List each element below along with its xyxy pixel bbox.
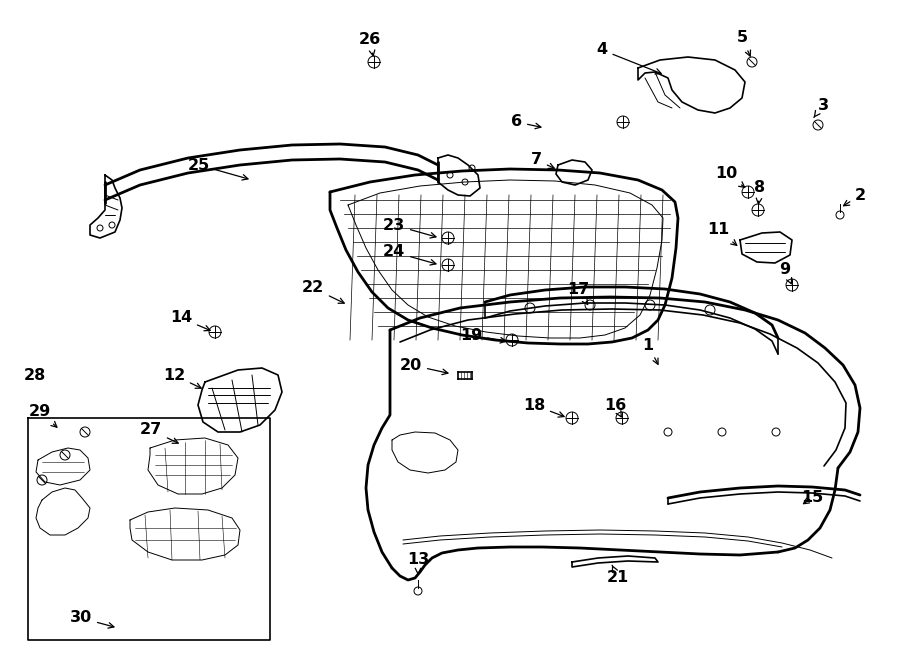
Text: 3: 3 [814, 97, 829, 118]
Text: 25: 25 [188, 158, 248, 180]
Text: 27: 27 [140, 422, 178, 444]
Text: 13: 13 [407, 553, 429, 574]
Text: 22: 22 [302, 281, 344, 303]
Text: 28: 28 [24, 367, 46, 383]
Text: 11: 11 [706, 222, 737, 246]
Text: 15: 15 [801, 491, 824, 506]
Text: 10: 10 [715, 166, 744, 187]
Text: 4: 4 [597, 42, 662, 74]
Text: 1: 1 [643, 338, 658, 364]
Text: 20: 20 [400, 357, 448, 375]
Text: 18: 18 [523, 397, 564, 417]
Text: 19: 19 [460, 328, 506, 343]
Text: 23: 23 [382, 218, 436, 238]
Text: 8: 8 [754, 181, 766, 204]
Text: 5: 5 [736, 30, 751, 56]
Text: 14: 14 [170, 310, 211, 331]
Text: 29: 29 [29, 404, 57, 427]
Text: 26: 26 [359, 32, 381, 56]
Text: 7: 7 [531, 152, 554, 168]
Text: 12: 12 [163, 367, 202, 389]
Text: 30: 30 [70, 610, 114, 628]
Text: 24: 24 [382, 244, 436, 265]
Text: 9: 9 [779, 263, 792, 284]
Text: 2: 2 [843, 187, 866, 206]
Text: 17: 17 [567, 283, 590, 305]
Text: 16: 16 [604, 399, 626, 417]
Text: 21: 21 [607, 565, 629, 585]
Text: 6: 6 [511, 115, 541, 130]
